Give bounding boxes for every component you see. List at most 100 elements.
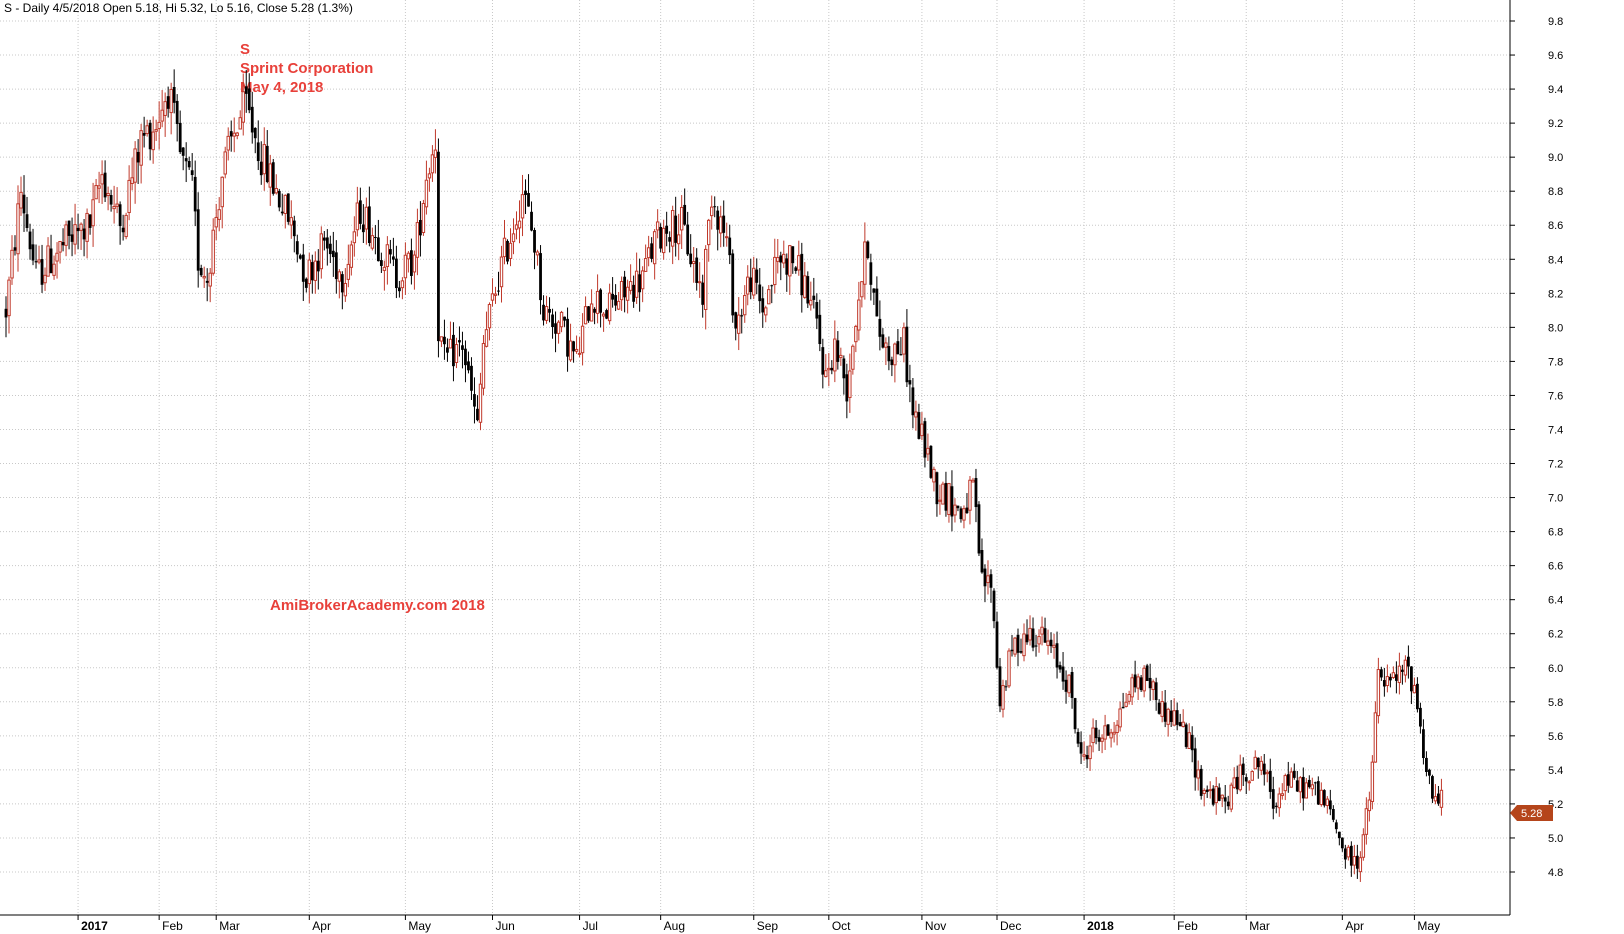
gridlines [0,0,1510,915]
candle [1226,795,1230,810]
candle-body [1025,634,1029,643]
candle [1223,784,1227,814]
candle-body [589,303,594,322]
candle-body [1367,799,1372,812]
candle-body [470,365,473,391]
candle [1151,679,1155,701]
candle [803,262,807,299]
candle [1382,667,1386,697]
candle [214,203,218,241]
candle [1352,844,1357,875]
candle-body [1271,789,1275,809]
candle [674,196,678,257]
candle-body [869,262,873,285]
candle-body [764,307,768,316]
candle [1163,690,1167,728]
candle [43,267,47,291]
candle [506,239,509,265]
candle-body [1349,845,1353,866]
candle [1097,729,1101,751]
candle [100,160,104,204]
candle [773,238,777,294]
candle-body [962,508,966,521]
candle-body [385,244,390,268]
y-tick-label: 7.4 [1548,424,1563,436]
candle-body [238,117,242,130]
candle-body [1163,702,1167,722]
candle [797,240,801,276]
candle-body [301,254,305,282]
candle-body [1079,742,1083,754]
candle-body [716,210,720,230]
candle [691,247,696,283]
candle-body [334,252,338,280]
candle [1019,638,1023,654]
candle-body [461,345,464,350]
candle [628,264,633,295]
candle [1364,797,1369,845]
y-tick-label: 5.6 [1548,731,1563,743]
candle [1400,664,1404,685]
candle-body [1172,710,1176,726]
candle-body [433,149,438,158]
candle [1319,782,1324,807]
candle-body [415,222,420,258]
candle [1250,770,1254,781]
candle-body [752,267,756,296]
candle-body [1109,732,1113,739]
candle-body [464,348,467,366]
candle-body [1439,789,1444,808]
candle [1175,702,1179,731]
candle-body [794,267,798,271]
candle [202,266,206,288]
candle-body [337,271,342,282]
candle-body [1052,644,1056,648]
candle-body [1031,628,1035,648]
candle-body [1160,701,1164,717]
candle [761,286,765,328]
candle-body [427,173,432,179]
candle-body [908,380,912,385]
candle [452,322,455,382]
candle-body [740,315,744,317]
candle-body [295,241,299,255]
candle-body [1127,693,1131,702]
candle [1433,784,1438,805]
candle [611,277,615,308]
candle [1115,720,1119,746]
candle-body [619,281,624,301]
candle-body [340,274,344,293]
candle [109,189,113,212]
candle [890,356,894,377]
candle [589,289,594,322]
candle-body [406,252,411,260]
candle [187,156,191,170]
candle [634,252,639,304]
candle [1334,819,1338,834]
candle-body [199,267,203,276]
candle-body [1307,779,1311,788]
candle-body [1214,786,1218,804]
candle [364,197,369,245]
candle [1172,698,1176,726]
candle-body [79,223,83,231]
x-tick-label: May [408,919,431,933]
candle-body [34,261,38,263]
candle [1034,634,1038,657]
candle [1166,707,1170,737]
candle-body [211,229,215,274]
candle [277,188,281,212]
candle-body [298,255,302,259]
candle-body [1040,626,1044,635]
candle [199,264,203,278]
candle [217,197,221,232]
candle [1313,781,1317,796]
candle [295,234,299,263]
candle [1202,788,1206,807]
candle [397,280,401,298]
candle [559,310,564,333]
candle [97,171,101,204]
candle [154,119,158,141]
candle [13,235,17,256]
candle [88,214,92,235]
